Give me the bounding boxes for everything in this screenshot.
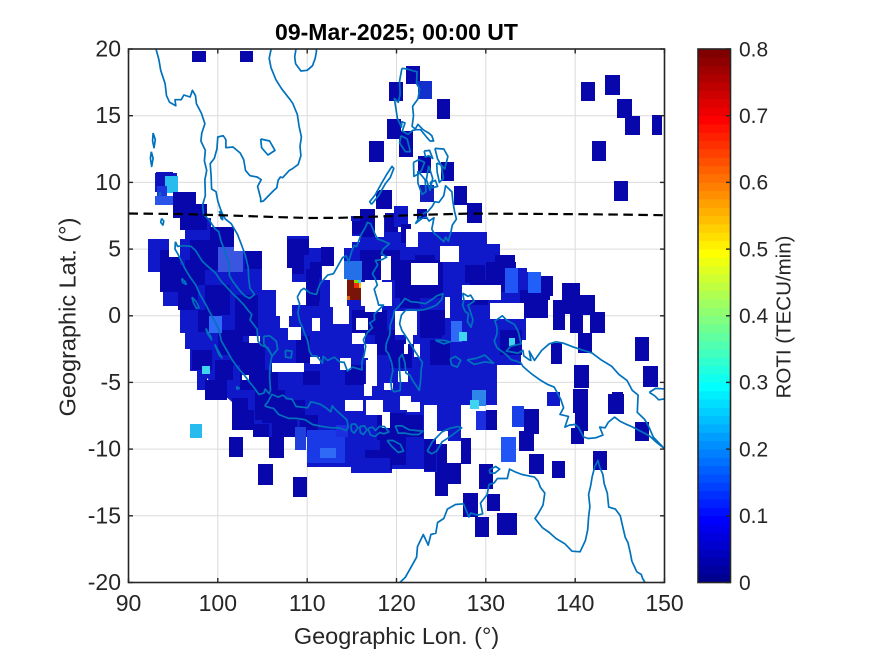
svg-text:140: 140 [556,590,594,616]
svg-text:-5: -5 [101,369,121,395]
svg-text:Geographic Lat. (°): Geographic Lat. (°) [55,218,81,417]
svg-text:0.2: 0.2 [739,438,768,461]
svg-text:110: 110 [289,590,326,616]
svg-text:ROTI (TECU/min): ROTI (TECU/min) [773,236,796,399]
svg-text:15: 15 [95,102,121,128]
svg-text:10: 10 [95,169,121,195]
svg-text:0.4: 0.4 [739,305,769,328]
svg-text:0.8: 0.8 [739,38,768,61]
svg-text:0: 0 [739,572,751,595]
svg-text:5: 5 [108,236,121,262]
svg-text:20: 20 [95,36,121,62]
svg-text:0.7: 0.7 [739,105,768,128]
svg-text:Geographic Lon. (°): Geographic Lon. (°) [294,623,499,649]
svg-text:130: 130 [467,590,505,616]
svg-text:120: 120 [377,590,415,616]
svg-text:0.1: 0.1 [739,505,768,528]
svg-text:-20: -20 [88,569,121,595]
svg-text:0.3: 0.3 [739,372,768,395]
svg-text:100: 100 [199,590,237,616]
svg-text:-15: -15 [88,502,121,528]
svg-text:90: 90 [116,590,142,616]
svg-text:0.6: 0.6 [739,172,768,195]
svg-text:150: 150 [645,590,683,616]
svg-text:-10: -10 [88,436,121,462]
svg-text:0: 0 [108,302,121,328]
svg-text:0.5: 0.5 [739,238,768,261]
svg-text:09-Mar-2025; 00:00 UT: 09-Mar-2025; 00:00 UT [275,19,518,45]
